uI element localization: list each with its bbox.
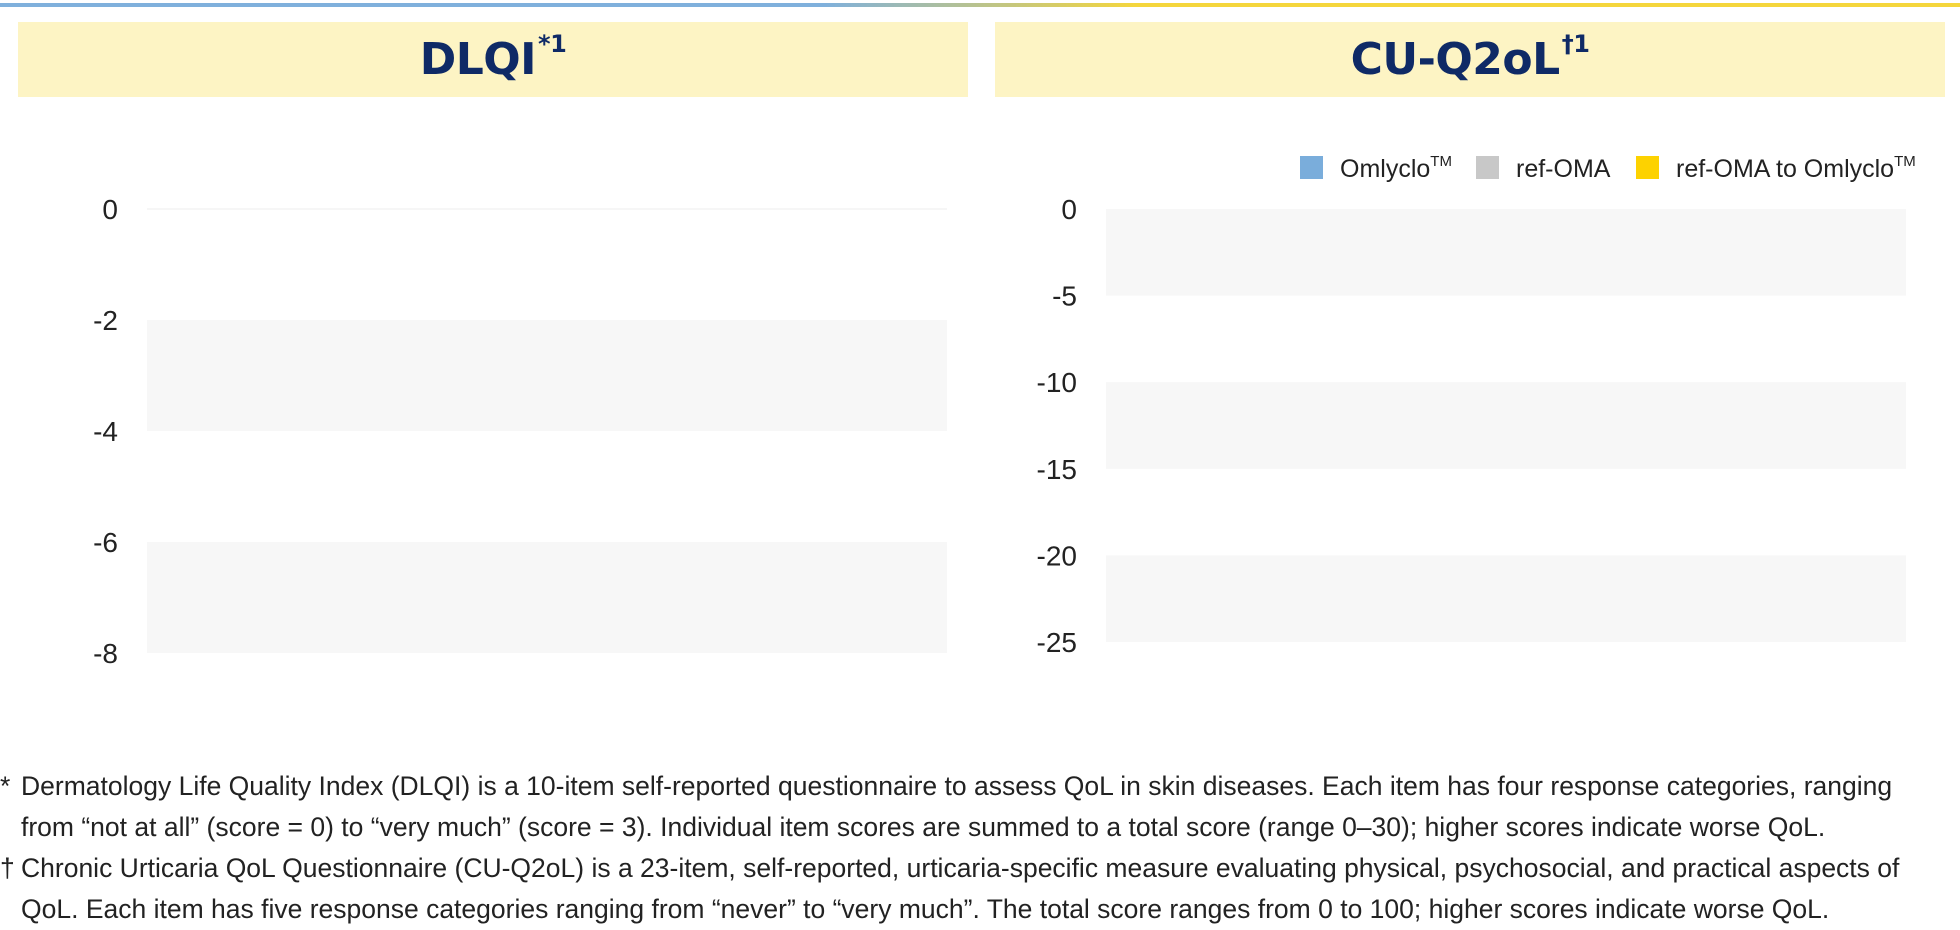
- cuq2ol-chart: 0 -5 -10 -15 -20 -25: [1037, 194, 1906, 658]
- legend-label-1: ref-OMA: [1516, 155, 1611, 183]
- cuq2ol-y-tick-label: -25: [1037, 627, 1077, 658]
- footnote-cuq2ol-line1: Chronic Urticaria QoL Questionnaire (CU-…: [21, 853, 1900, 883]
- dlqi-grid-band: [147, 320, 947, 431]
- legend-trademark: TM: [1894, 153, 1916, 170]
- legend-label-2: ref-OMA to OmlycloTM: [1676, 153, 1916, 183]
- footnote-dlqi: * Dermatology Life Quality Index (DLQI) …: [0, 766, 1950, 848]
- chart-legend: OmlycloTM ref-OMA ref-OMA to OmlycloTM: [1300, 153, 1916, 183]
- footnote-cuq2ol: † Chronic Urticaria QoL Questionnaire (C…: [0, 848, 1950, 930]
- cuq2ol-grid-band: [1106, 382, 1906, 469]
- dlqi-y-tick-label: -4: [93, 416, 118, 447]
- dlqi-title-superscript: *1: [538, 30, 567, 59]
- legend-label-0: OmlycloTM: [1340, 153, 1452, 183]
- legend-swatch-2: [1636, 156, 1659, 179]
- legend-trademark: TM: [1430, 153, 1452, 170]
- dlqi-y-tick-label: -8: [93, 638, 118, 669]
- footnote-dlqi-text: Dermatology Life Quality Index (DLQI) is…: [21, 766, 1950, 848]
- dlqi-y-tick-label: 0: [102, 194, 118, 225]
- cuq2ol-y-tick-label: -10: [1037, 367, 1077, 398]
- dlqi-y-tick-label: -6: [93, 527, 118, 558]
- dlqi-chart: 0 -2 -4 -6 -8: [93, 194, 947, 669]
- dlqi-grid-band: [147, 542, 947, 653]
- cuq2ol-y-tick-label: 0: [1061, 194, 1077, 225]
- footnote-mark-asterisk: *: [0, 771, 11, 801]
- cuq2ol-panel-title: CU-Q2oL†1: [1350, 30, 1590, 85]
- footnotes: * Dermatology Life Quality Index (DLQI) …: [0, 766, 1950, 930]
- cuq2ol-y-tick-label: -15: [1037, 454, 1077, 485]
- footnote-dlqi-line2: from “not at all” (score = 0) to “very m…: [21, 812, 1826, 842]
- top-accent-line: [0, 3, 1960, 7]
- cuq2ol-panel-header: CU-Q2oL†1: [995, 22, 1945, 97]
- footnote-cuq2ol-line2: QoL. Each item has five response categor…: [21, 894, 1830, 924]
- footnote-dlqi-line1: Dermatology Life Quality Index (DLQI) is…: [21, 771, 1893, 801]
- legend-swatch-0: [1300, 156, 1323, 179]
- cuq2ol-grid-band: [1106, 209, 1906, 296]
- footnote-cuq2ol-text: Chronic Urticaria QoL Questionnaire (CU-…: [21, 848, 1950, 930]
- dlqi-y-tick-label: -2: [93, 305, 118, 336]
- dlqi-panel-header: DLQI*1: [18, 22, 968, 97]
- cuq2ol-y-tick-label: -5: [1052, 281, 1077, 312]
- cuq2ol-title-superscript: †1: [1561, 30, 1590, 59]
- legend-swatch-1: [1476, 156, 1499, 179]
- cuq2ol-y-tick-label: -20: [1037, 540, 1077, 571]
- dlqi-panel-title: DLQI*1: [419, 30, 567, 85]
- cuq2ol-grid-band: [1106, 555, 1906, 642]
- footnote-mark-dagger: †: [0, 853, 15, 883]
- charts-canvas: 0 -2 -4 -6 -8 0 -5 -10 -15 -20 -25 OmlycloTM ref-O…: [93, 153, 1916, 669]
